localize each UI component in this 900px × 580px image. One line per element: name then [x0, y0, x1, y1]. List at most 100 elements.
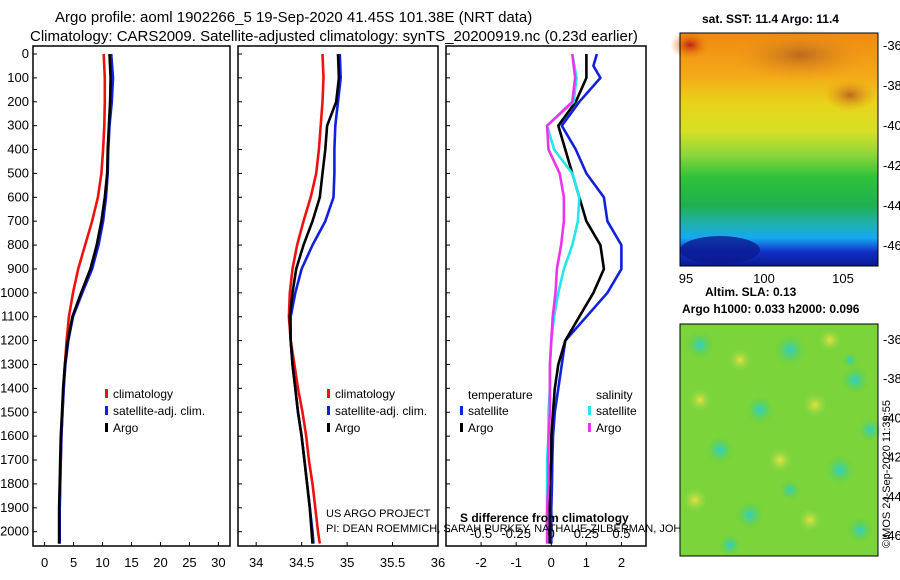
imos-timestamp: ©IMOS 24-Sep-2020 11:39:55	[881, 400, 893, 548]
sla-blob	[688, 388, 712, 412]
depth-tick-label: 300	[7, 118, 29, 133]
figure-title-line2: Climatology: CARS2009. Satellite-adjuste…	[30, 28, 638, 45]
salinity-panel-frame	[237, 45, 439, 547]
salinity-profile-plot: 34 34.5 35 35.5 36	[249, 53, 445, 570]
sla-blob	[736, 501, 764, 529]
credits-line2: PI: DEAN ROEMMICH, SARAH PURKEY, NATHALI…	[326, 523, 734, 535]
depth-tick-label: 1100	[1, 309, 29, 324]
series-line-temperature-argo	[548, 54, 606, 544]
sst-lat-tick: -36	[883, 38, 900, 53]
legend-swatch-climatology	[327, 389, 330, 398]
sla-blob	[818, 328, 842, 352]
legend-swatch-climatology	[105, 389, 108, 398]
sla-blob	[842, 352, 858, 368]
sla-map-title: Altim. SLA: 0.13	[705, 285, 797, 299]
depth-tick-label: 2000	[0, 524, 29, 539]
temp-tick-label: 30	[211, 555, 225, 570]
depth-tick-label: 1700	[0, 452, 29, 467]
depth-tick-label: 1400	[0, 380, 29, 395]
sla-lat-tick: -40	[883, 410, 900, 425]
sla-blob	[767, 447, 793, 473]
sst-lat-tick: -46	[883, 238, 900, 253]
sla-blob	[841, 366, 869, 394]
temp-tick-label: 25	[182, 555, 196, 570]
temperature-panel-frame	[32, 45, 231, 547]
series-line-temperature-satellite	[549, 53, 623, 544]
depth-axis: 0 100 200 300 400 500 600 700 800 900 1000 1100 1200…	[0, 46, 450, 539]
diff-tick-label-temp: 1	[583, 555, 590, 570]
series-line-salinity-argo	[545, 53, 577, 544]
diff-tick-label-sal: 0.25	[574, 526, 599, 541]
sla-blob	[682, 487, 708, 513]
temp-tick-label: 0	[41, 555, 48, 570]
legend-label-argo: Argo	[113, 421, 139, 435]
depth-tick-label: 400	[7, 142, 29, 157]
figure-title-line1: Argo profile: aoml 1902266_5 19-Sep-2020…	[55, 9, 532, 26]
sla-lat-tick: -36	[883, 332, 900, 347]
sst-lon-tick: 105	[832, 271, 854, 286]
sla-blob	[728, 348, 752, 372]
legend-label-temp-satellite: satellite	[468, 404, 509, 418]
series-line-climatology	[287, 53, 325, 544]
sst-lat-tick: -38	[883, 78, 900, 93]
depth-tick-label: 700	[7, 213, 29, 228]
sla-blob	[780, 480, 800, 500]
sal-tick-label: 34	[249, 555, 263, 570]
sla-lat-tick: -44	[883, 489, 900, 504]
legend-swatch-temp-argo	[460, 423, 463, 432]
sla-lat-tick: -42	[883, 450, 900, 465]
legend-swatch-argo	[327, 423, 330, 432]
sst-cold-patch	[680, 236, 760, 264]
legend-label-satellite: satellite-adj. clim.	[113, 404, 205, 418]
sst-map	[670, 29, 879, 267]
sal-tick-label: 34.5	[289, 555, 314, 570]
diff-tick-label-sal: -0.25	[501, 526, 531, 541]
diff-tick-label-temp: -1	[510, 555, 522, 570]
sal-tick-label: 36	[431, 555, 445, 570]
sla-blob	[847, 517, 873, 543]
difference-legend: temperature salinity satellite Argo sate…	[460, 388, 637, 435]
legend-swatch-temp-satellite	[460, 406, 463, 415]
legend-swatch-sal-satellite	[588, 406, 591, 415]
series-line-argo	[57, 53, 112, 544]
legend-label-climatology: climatology	[335, 387, 395, 401]
sst-lon-tick: 100	[753, 271, 775, 286]
sla-map-features	[682, 328, 882, 556]
legend-title-salinity: salinity	[596, 388, 633, 402]
sla-blob	[802, 392, 828, 418]
depth-tick-label: 1300	[0, 356, 29, 371]
sla-blob	[686, 331, 714, 359]
legend-label-temp-argo: Argo	[468, 421, 494, 435]
diff-tick-label-temp: 2	[618, 555, 625, 570]
sla-map-frame	[679, 323, 879, 557]
diff-tick-label-temp: -2	[475, 555, 487, 570]
temp-tick-label: 5	[70, 555, 77, 570]
sal-tick-label: 35	[340, 555, 354, 570]
legend-label-satellite: satellite-adj. clim.	[335, 404, 427, 418]
diff-tick-label-sal: -0.5	[470, 526, 492, 541]
sst-lat-tick: -44	[883, 198, 900, 213]
temp-tick-label: 10	[95, 555, 109, 570]
legend-swatch-satellite	[105, 406, 108, 415]
sla-blob	[706, 436, 734, 464]
depth-tick-label: 1800	[0, 476, 29, 491]
sla-blob	[825, 455, 855, 485]
depth-tick-label: 200	[7, 94, 29, 109]
legend-swatch-sal-argo	[588, 423, 591, 432]
difference-profile-plot: -2 -1 0 1 2 -0.5 -0.25 0 0.25 0.5	[470, 53, 630, 570]
sst-lat-tick: -42	[883, 158, 900, 173]
legend-title-temperature: temperature	[468, 388, 533, 402]
depth-tick-label: 1600	[0, 428, 29, 443]
sla-map	[679, 323, 882, 557]
depth-tick-label: 1900	[0, 500, 29, 515]
sst-lon-tick: 95	[679, 271, 693, 286]
depth-tick-label: 600	[7, 189, 29, 204]
sla-blob	[858, 418, 882, 442]
sla-blob	[719, 534, 741, 556]
temperature-legend: climatology satellite-adj. clim. Argo	[105, 387, 205, 435]
depth-tick-label: 800	[7, 237, 29, 252]
series-line-satellite-adj-clim-	[289, 53, 343, 544]
difference-panel-frame	[445, 45, 647, 547]
sla-blob	[774, 334, 806, 366]
sla-blob	[798, 508, 822, 532]
